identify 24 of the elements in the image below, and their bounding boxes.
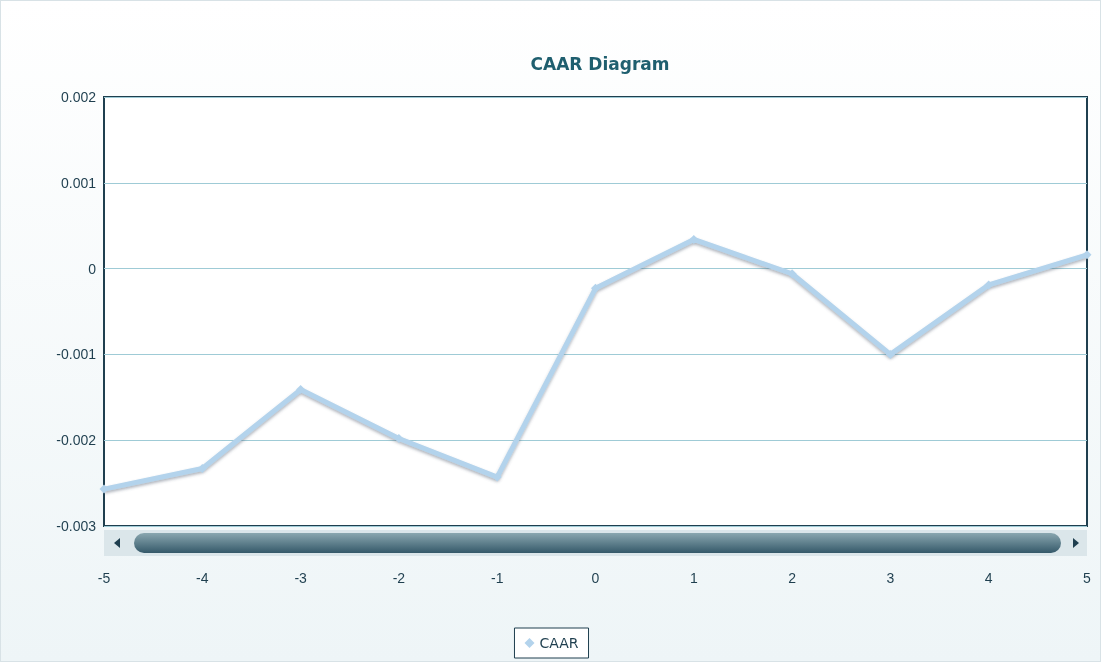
- x-tick-label: 0: [591, 570, 600, 586]
- x-tick-label: -3: [294, 570, 308, 586]
- y-tick-label: -0.002: [56, 432, 97, 449]
- x-tick-label: -4: [196, 570, 209, 586]
- y-tick-label: 0.002: [60, 89, 97, 105]
- y-tick-label: -0.003: [56, 518, 97, 534]
- x-tick-label: 3: [886, 570, 895, 586]
- x-tick-label: -2: [392, 570, 406, 586]
- x-tick-label: 4: [984, 570, 993, 586]
- point: [1082, 250, 1092, 260]
- x-tick-label: 2: [788, 570, 797, 586]
- x-tick-label: 5: [1083, 570, 1092, 586]
- point: [394, 433, 404, 443]
- x-tick-label: -1: [490, 570, 504, 586]
- x-tick-label: 1: [689, 570, 698, 586]
- x-tick-label: -5: [97, 570, 111, 586]
- y-tick-label: -0.001: [56, 346, 97, 363]
- point: [885, 349, 895, 359]
- point: [591, 283, 600, 293]
- legend-label: CAAR: [539, 635, 579, 651]
- y-tick-label: 0: [88, 260, 97, 277]
- point: [296, 385, 306, 395]
- y-tick-label: 0.001: [60, 174, 97, 191]
- chart-title: CAAR Diagram: [530, 53, 670, 74]
